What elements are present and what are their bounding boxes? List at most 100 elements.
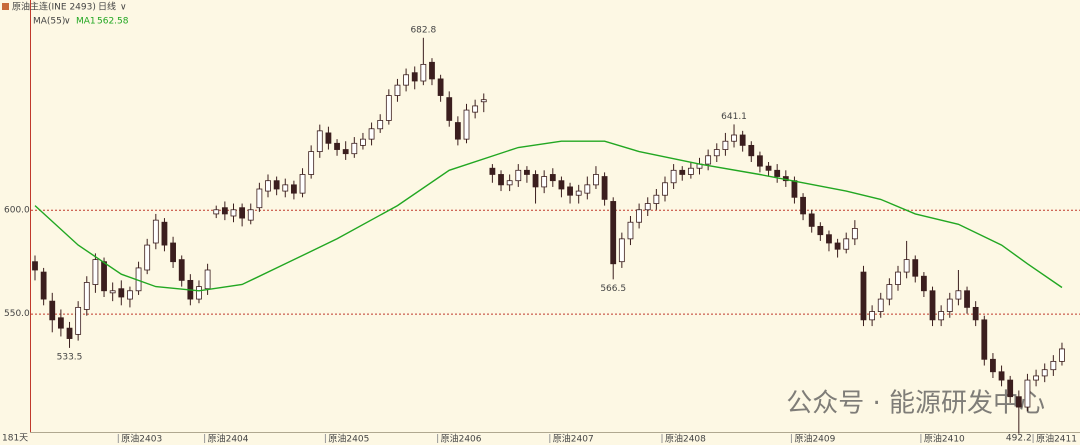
candle-body <box>394 84 401 96</box>
x-tick-label: 原油2410 <box>924 433 965 445</box>
candle-body <box>385 95 392 121</box>
candle-body <box>377 120 384 130</box>
candle-body <box>265 180 271 192</box>
candle-body <box>342 149 349 155</box>
candle-body <box>644 203 651 211</box>
ma-line <box>34 140 1063 292</box>
candle-body <box>316 130 323 153</box>
x-tick-label: 原油2411 <box>1036 433 1077 445</box>
candle-body <box>705 155 712 165</box>
candle-body <box>757 155 763 167</box>
candle-body <box>895 271 901 285</box>
candle-body <box>765 165 772 171</box>
extreme-label: 533.5 <box>57 352 83 362</box>
candle-body <box>748 144 755 157</box>
candle-body <box>946 298 953 312</box>
candle-body <box>118 288 125 298</box>
candle-body <box>739 134 746 146</box>
y-tick-label: 550.0 <box>4 309 30 319</box>
candle-body <box>541 176 548 188</box>
ma-arrow[interactable]: ∨ <box>64 17 71 27</box>
candle-body <box>92 259 99 285</box>
candle-body <box>247 209 254 221</box>
candle-body <box>1033 375 1039 381</box>
extreme-label: 566.5 <box>600 284 626 294</box>
candle-body <box>57 317 64 329</box>
candle-body <box>791 180 798 198</box>
candle-body <box>403 74 409 86</box>
candle-body <box>290 184 297 194</box>
candle-body <box>40 271 47 300</box>
candle-body <box>282 184 289 192</box>
candle-body <box>101 261 107 292</box>
candle-body <box>575 190 582 196</box>
candle-body <box>230 209 237 217</box>
candle-body <box>601 176 608 200</box>
candle-body <box>972 306 979 321</box>
candle-body <box>109 290 116 294</box>
candle-body <box>334 142 340 150</box>
candle-body <box>903 259 910 273</box>
symbol-icon <box>2 3 9 10</box>
candle-body <box>308 151 315 175</box>
candle-body <box>653 194 660 204</box>
candle-body <box>1024 379 1031 408</box>
candle-body <box>851 228 858 240</box>
candle-body <box>722 140 729 150</box>
candle-body <box>463 109 470 140</box>
candle-body <box>713 149 720 157</box>
candle-body <box>1041 369 1048 377</box>
candle-body <box>920 275 927 292</box>
candle-body <box>869 311 876 321</box>
candle-body <box>351 142 358 155</box>
candle-body <box>1059 348 1065 362</box>
y-tick-label: 600.0 <box>4 205 30 215</box>
candle-body <box>549 174 556 182</box>
candle-body <box>670 169 677 184</box>
candle-body <box>731 134 737 142</box>
period-arrow[interactable]: ∨ <box>120 3 127 13</box>
watermark: 公众号 · 能源研发中心 <box>786 389 1045 419</box>
ma-label: MA1 <box>76 17 96 27</box>
candle-body <box>221 207 228 215</box>
candle-body <box>610 201 617 265</box>
candle-body <box>584 184 591 194</box>
candle-body <box>817 225 824 236</box>
candle-body <box>912 259 919 277</box>
candle-body <box>446 97 453 121</box>
candle-body <box>1007 379 1014 398</box>
period[interactable]: 日线 <box>98 1 116 13</box>
candle-body <box>774 169 781 177</box>
candle-body <box>299 174 306 194</box>
candle-body <box>213 209 220 215</box>
candle-body <box>938 311 945 321</box>
candle-body <box>593 174 599 186</box>
candle-body <box>256 188 263 209</box>
candle-body <box>964 290 970 308</box>
candle-body <box>204 269 211 290</box>
candle-body <box>627 221 634 240</box>
candle-body <box>480 99 487 103</box>
candle-body <box>66 327 73 339</box>
candle-body <box>618 238 625 263</box>
candle-body <box>558 180 565 190</box>
ma-name[interactable]: MA(55) <box>33 17 65 27</box>
candle-body <box>472 105 479 113</box>
candle-body <box>178 259 185 281</box>
ma-value: 562.58 <box>97 17 129 27</box>
candle-body <box>800 196 806 215</box>
extreme-label: 641.1 <box>721 112 747 122</box>
candle-body <box>532 174 539 188</box>
candle-body <box>877 298 884 312</box>
candle-body <box>524 169 530 175</box>
candle-body <box>567 186 573 196</box>
candle-body <box>325 132 332 144</box>
candle-body <box>998 371 1005 381</box>
candle-body <box>679 169 686 175</box>
candle-body <box>429 61 435 80</box>
candle-body <box>368 128 375 140</box>
x-tick-label: 原油2404 <box>208 433 249 445</box>
x-tick-label: 原油2408 <box>665 433 706 445</box>
candle-body <box>144 244 151 271</box>
